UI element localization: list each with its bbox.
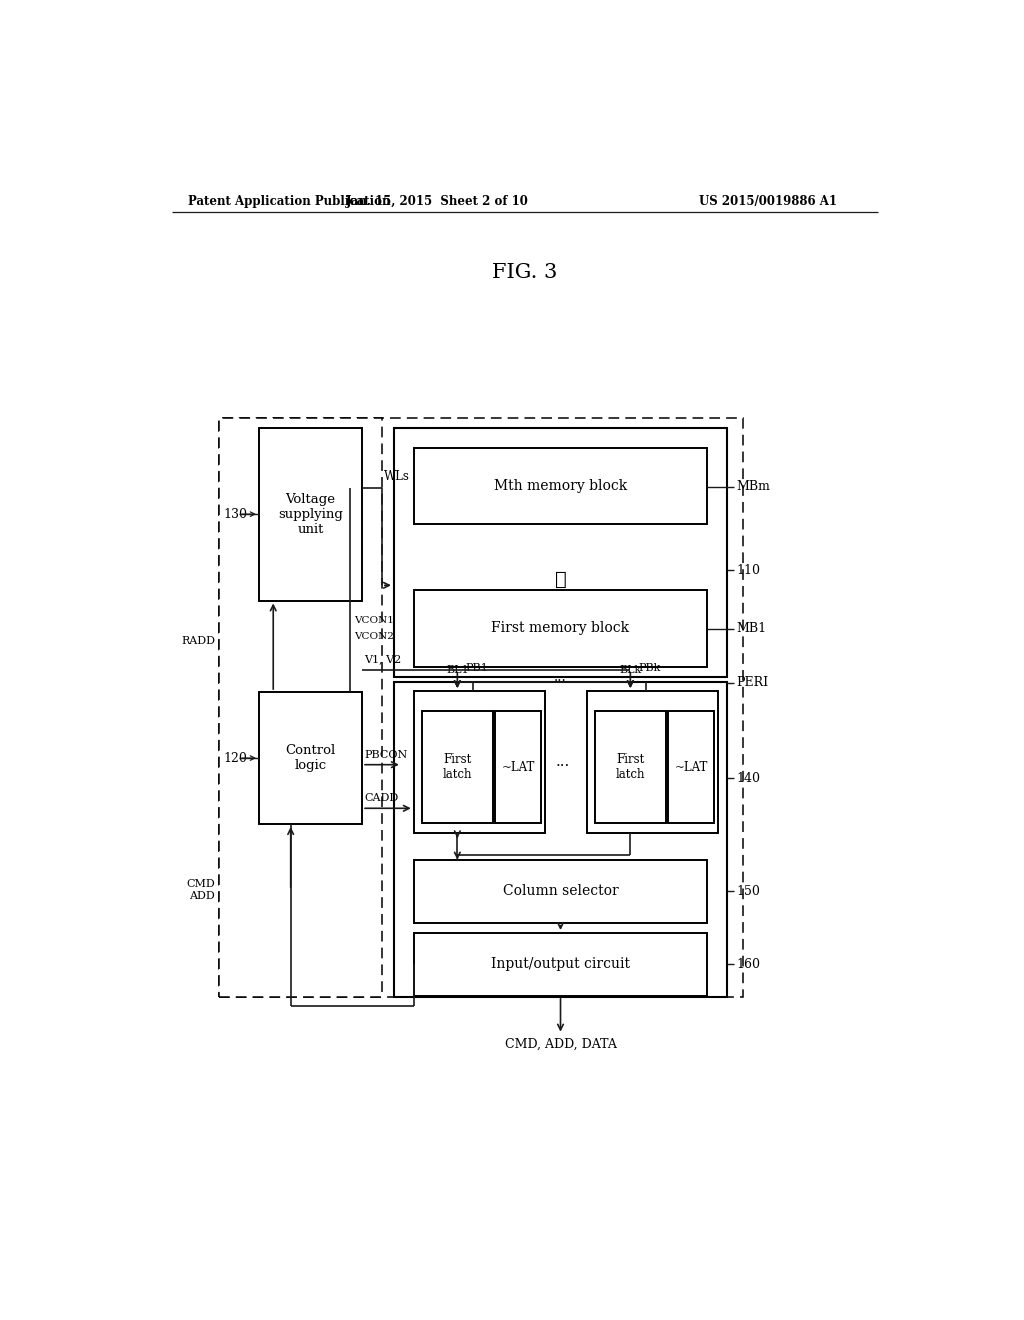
- Text: V1, V2: V1, V2: [365, 655, 401, 664]
- Bar: [219, 417, 382, 997]
- Text: 110: 110: [736, 564, 761, 577]
- Bar: [595, 711, 666, 824]
- Text: Column selector: Column selector: [503, 884, 618, 898]
- Text: VCON1: VCON1: [354, 616, 394, 626]
- Bar: [422, 711, 494, 824]
- Bar: [669, 711, 715, 824]
- Bar: [219, 417, 743, 997]
- Bar: [587, 690, 718, 833]
- Bar: [401, 682, 723, 840]
- Text: PBCON: PBCON: [365, 750, 408, 759]
- Bar: [414, 447, 708, 524]
- Text: ~LAT: ~LAT: [502, 760, 536, 774]
- Bar: [259, 428, 362, 601]
- Text: 120: 120: [223, 751, 247, 764]
- Text: RADD: RADD: [181, 636, 215, 647]
- Bar: [259, 692, 362, 824]
- Text: PB1: PB1: [465, 663, 488, 673]
- Bar: [394, 682, 727, 997]
- Text: ~LAT: ~LAT: [675, 760, 709, 774]
- Text: Mth memory block: Mth memory block: [494, 479, 627, 494]
- Text: First
latch: First latch: [442, 754, 472, 781]
- Text: MB1: MB1: [736, 623, 767, 635]
- Text: First memory block: First memory block: [492, 622, 630, 635]
- Text: BLk: BLk: [620, 665, 641, 675]
- Text: Input/output circuit: Input/output circuit: [492, 957, 630, 972]
- Text: Jan. 15, 2015  Sheet 2 of 10: Jan. 15, 2015 Sheet 2 of 10: [346, 194, 529, 207]
- Text: Voltage
supplying
unit: Voltage supplying unit: [279, 492, 343, 536]
- Text: ...: ...: [556, 755, 570, 770]
- Text: WLs: WLs: [384, 470, 411, 483]
- Text: 130: 130: [223, 508, 247, 520]
- Text: PERI: PERI: [736, 676, 769, 689]
- Text: FIG. 3: FIG. 3: [493, 263, 557, 281]
- Text: CMD, ADD, DATA: CMD, ADD, DATA: [505, 1039, 616, 1051]
- Text: BL1: BL1: [446, 665, 469, 675]
- Text: Patent Application Publication: Patent Application Publication: [187, 194, 390, 207]
- Text: PBk: PBk: [638, 663, 660, 673]
- Text: VCON2: VCON2: [354, 631, 394, 640]
- Text: CMD
ADD: CMD ADD: [186, 879, 215, 902]
- Text: 150: 150: [736, 884, 761, 898]
- Bar: [394, 428, 727, 677]
- Text: ...: ...: [554, 669, 567, 684]
- Text: MBm: MBm: [736, 480, 771, 494]
- Text: Control
logic: Control logic: [286, 744, 336, 772]
- Bar: [414, 690, 545, 833]
- Bar: [414, 859, 708, 923]
- Text: First
latch: First latch: [615, 754, 645, 781]
- Text: ⋮: ⋮: [555, 572, 566, 589]
- Text: 140: 140: [736, 772, 761, 785]
- Bar: [414, 933, 708, 995]
- Text: US 2015/0019886 A1: US 2015/0019886 A1: [699, 194, 838, 207]
- Bar: [496, 711, 542, 824]
- Bar: [414, 590, 708, 667]
- Text: CADD: CADD: [365, 793, 398, 803]
- Text: 160: 160: [736, 958, 761, 972]
